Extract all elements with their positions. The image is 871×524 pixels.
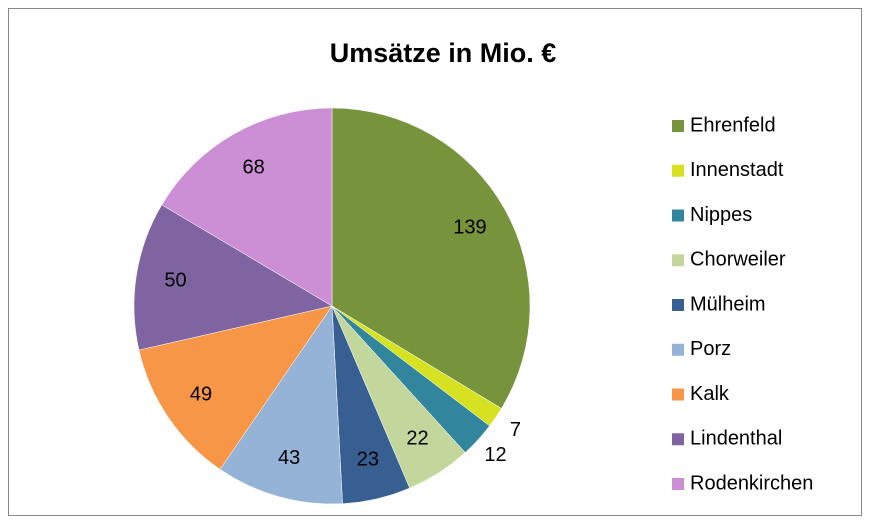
- pie-slice: [219, 305, 343, 505]
- legend-swatch: [672, 478, 684, 490]
- data-label: 50: [164, 270, 186, 292]
- data-label: 12: [484, 444, 506, 466]
- data-label: 139: [453, 216, 486, 238]
- data-label: 23: [357, 449, 379, 471]
- legend-swatch: [672, 388, 684, 401]
- data-label: 68: [243, 157, 265, 179]
- legend-swatch: [672, 343, 684, 356]
- legend-swatch: [672, 254, 684, 267]
- pie-slice: [161, 107, 333, 307]
- legend-label: Mülheim: [690, 293, 766, 315]
- legend-label: Kalk: [690, 383, 730, 405]
- legend-label: Porz: [690, 338, 731, 360]
- data-label: 22: [406, 428, 428, 450]
- legend-swatch: [672, 299, 684, 311]
- legend-swatch: [672, 120, 684, 132]
- legend-swatch: [672, 164, 684, 177]
- data-label: 43: [278, 447, 300, 469]
- legend-label: Lindenthal: [690, 428, 782, 450]
- pie-slice: [133, 204, 333, 351]
- legend-label: Rodenkirchen: [690, 472, 813, 494]
- pie-slice: [138, 305, 333, 470]
- legend-label: Ehrenfeld: [690, 114, 776, 136]
- legend-label: Chorweiler: [690, 249, 786, 271]
- legend-label: Innenstadt: [690, 159, 784, 181]
- legend-swatch: [672, 433, 684, 446]
- data-label: 49: [190, 383, 212, 405]
- legend-swatch: [672, 209, 684, 222]
- legend-label: Nippes: [690, 204, 752, 226]
- chart-title: Umsätze in Mio. €: [330, 38, 557, 68]
- data-label: 7: [510, 419, 521, 441]
- pie-slice: [331, 107, 531, 409]
